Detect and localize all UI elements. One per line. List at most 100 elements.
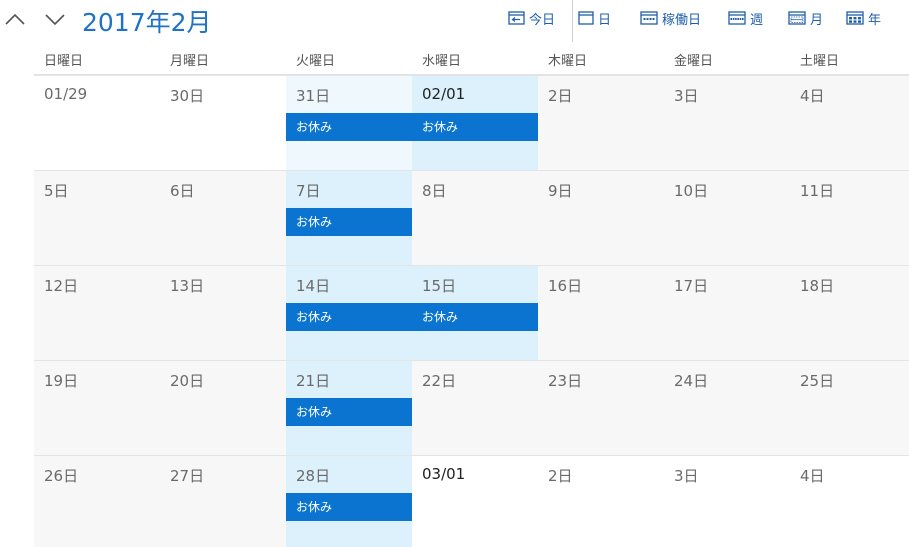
day-number: 4日 [800,467,825,485]
day-cell[interactable]: 11日 [790,170,909,265]
day-cell[interactable]: 31日お休み [286,75,412,170]
weekday-wednesday: 水曜日 [422,54,462,69]
day-cell[interactable]: 13日 [160,265,286,360]
day-number: 26日 [44,467,79,485]
day-cell[interactable]: 23日 [538,360,664,455]
day-number: 7日 [296,182,321,200]
event-holiday[interactable]: お休み [286,398,412,426]
day-number: 8日 [422,182,447,200]
week-view-button[interactable]: 週 [728,8,763,28]
day-cell[interactable]: 02/01 お休み [412,75,538,170]
workweek-view-label: 稼働日 [662,12,702,28]
day-cell[interactable]: 19日 [34,360,160,455]
day-cell[interactable]: 21日お休み [286,360,412,455]
day-cell[interactable]: 16日 [538,265,664,360]
today-label: 今日 [529,12,556,28]
day-cell[interactable]: 15日 お休み [412,265,538,360]
weekday-saturday: 土曜日 [800,54,840,69]
day-number: 11日 [800,182,835,200]
event-holiday[interactable]: お休み [412,303,538,331]
day-number: 28日 [296,467,331,485]
workweek-view-icon [640,10,658,26]
day-cell[interactable]: 27日 [160,455,286,547]
day-number: 02/01 [422,85,466,103]
day-view-icon [578,10,594,26]
workweek-view-button[interactable]: 稼働日 [640,8,701,28]
day-number: 22日 [422,372,457,390]
chevron-up-icon [5,13,25,25]
day-cell[interactable]: 5日 [34,170,160,265]
day-number: 17日 [674,277,709,295]
year-view-button[interactable]: 年 [846,8,881,28]
day-cell[interactable]: 26日 [34,455,160,547]
day-cell[interactable]: 20日 [160,360,286,455]
day-cell[interactable]: 4日 [790,75,909,170]
event-holiday[interactable]: お休み [286,113,412,141]
month-title[interactable]: 2017年2月 [82,8,212,37]
event-holiday[interactable]: お休み [286,208,412,236]
weekday-header: 日曜日 月曜日 火曜日 水曜日 木曜日 金曜日 土曜日 [34,46,909,75]
day-cell[interactable]: 9日 [538,170,664,265]
year-view-icon [846,10,864,26]
day-number: 25日 [800,372,835,390]
day-number: 3日 [674,87,699,105]
day-view-label: 日 [598,12,612,28]
week-view-icon [728,10,746,26]
day-cell[interactable]: 24日 [664,360,790,455]
week-view-label: 週 [750,12,764,28]
day-number: 23日 [548,372,583,390]
day-cell[interactable]: 12日 [34,265,160,360]
day-cell[interactable]: 25日 [790,360,909,455]
day-number: 21日 [296,372,331,390]
day-cell[interactable]: 4日 [790,455,909,547]
month-view-button[interactable]: 月 [788,8,823,28]
day-cell[interactable]: 14日お休み [286,265,412,360]
day-cell[interactable]: 28日お休み [286,455,412,547]
day-number: 2日 [548,467,573,485]
day-cell[interactable]: 17日 [664,265,790,360]
month-view-icon [788,10,806,26]
day-cell[interactable]: 2日 [538,455,664,547]
day-number: 6日 [170,182,195,200]
day-number: 13日 [170,277,205,295]
day-cell[interactable]: 3日 [664,455,790,547]
day-number: 31日 [296,87,331,105]
day-cell[interactable]: 2日 [538,75,664,170]
day-number: 19日 [44,372,79,390]
event-holiday[interactable]: お休み [412,113,538,141]
day-cell[interactable]: 01/29 [34,75,160,170]
weekday-monday: 月曜日 [170,54,210,69]
day-cell[interactable]: 22日 [412,360,538,455]
day-number: 01/29 [44,85,88,103]
day-cell[interactable]: 10日 [664,170,790,265]
day-cell[interactable]: 8日 [412,170,538,265]
day-number: 30日 [170,87,205,105]
chevron-down-icon [45,14,65,26]
day-cell[interactable]: 18日 [790,265,909,360]
day-number: 27日 [170,467,205,485]
weekday-sunday: 日曜日 [44,54,84,69]
year-view-label: 年 [868,12,882,28]
weekday-thursday: 木曜日 [548,54,588,69]
weekday-tuesday: 火曜日 [296,54,336,69]
previous-month-button[interactable] [2,8,28,30]
day-number: 14日 [296,277,331,295]
month-grid: 01/29 30日 31日 お休み 02/01 お休み 2日 3日 4日 5日 6日 7日 お休み 8日 9… [34,75,909,547]
next-month-button[interactable] [42,8,68,30]
go-to-today-icon [508,10,525,26]
day-cell[interactable]: 3日 [664,75,790,170]
day-number: 03/01 [422,465,466,483]
day-cell[interactable]: 7日お休み [286,170,412,265]
day-view-button[interactable]: 日 [578,8,611,28]
weekday-friday: 金曜日 [674,54,714,69]
day-number: 16日 [548,277,583,295]
day-number: 10日 [674,182,709,200]
day-cell[interactable]: 03/01 [412,455,538,547]
day-cell[interactable]: 6日 [160,170,286,265]
event-holiday[interactable]: お休み [286,303,412,331]
day-number: 2日 [548,87,573,105]
event-holiday[interactable]: お休み [286,493,412,521]
today-button[interactable]: 今日 [508,8,555,28]
day-cell[interactable]: 30日 [160,75,286,170]
